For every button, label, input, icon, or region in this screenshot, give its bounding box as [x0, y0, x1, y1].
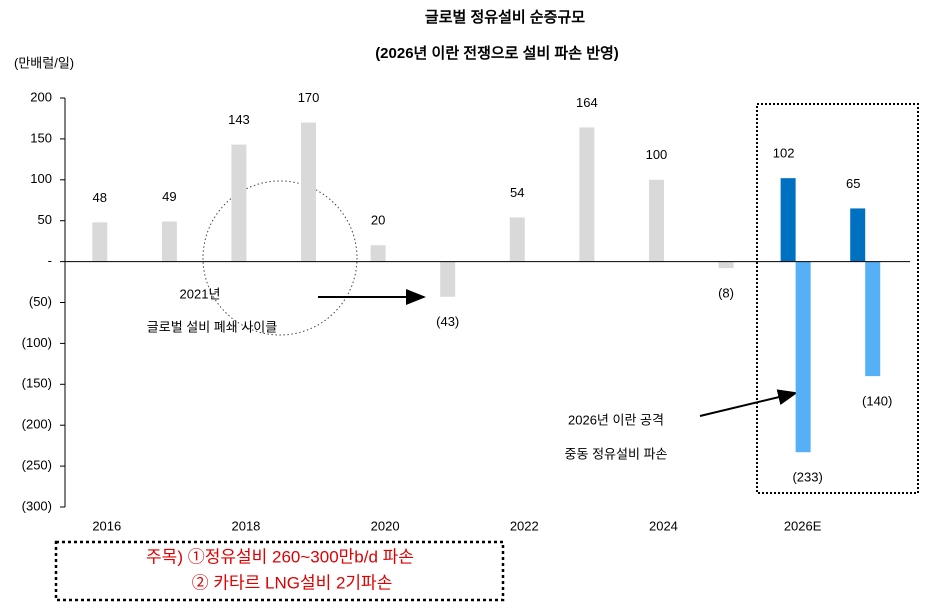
data-label: 100 [646, 147, 668, 162]
bar [370, 245, 386, 262]
note-box [54, 540, 505, 602]
bar [92, 222, 108, 262]
data-label: 164 [576, 95, 598, 110]
bar [780, 178, 796, 262]
annotation: 글로벌 설비 폐쇄 사이클 [147, 319, 277, 334]
bar [865, 261, 881, 377]
bar [850, 208, 866, 262]
bar [648, 179, 664, 262]
bar [231, 144, 247, 262]
y-tick-label: 100 [30, 171, 52, 186]
data-label: 48 [93, 190, 107, 205]
y-tick-label: (150) [22, 376, 52, 391]
highlight-box [756, 103, 919, 494]
bar [509, 217, 525, 262]
data-label: (8) [718, 286, 734, 301]
y-tick-label: 150 [30, 130, 52, 145]
y-tick-label: 50 [38, 212, 52, 227]
data-label: 143 [228, 112, 250, 127]
data-label: 170 [298, 90, 320, 105]
x-tick-label: 2026E [784, 518, 822, 533]
x-tick-label: 2024 [649, 518, 678, 533]
bar [579, 127, 595, 262]
bar [440, 261, 456, 297]
x-tick-label: 2022 [510, 518, 539, 533]
note: ② 카타르 LNG설비 2기파손 [192, 573, 393, 592]
annotation: 중동 정유설비 파손 [565, 446, 668, 461]
data-label: 54 [510, 185, 524, 200]
note: 주목) ①정유설비 260~300만b/d 파손 [146, 547, 414, 566]
bar [718, 261, 734, 269]
data-label: (43) [436, 314, 459, 329]
y-tick-label: (200) [22, 417, 52, 432]
y-tick-label: (250) [22, 458, 52, 473]
data-label: 65 [846, 176, 860, 191]
y-axis-label: (만배럴/일) [14, 55, 74, 70]
y-tick-label: - [48, 253, 52, 268]
y-tick-label: (50) [29, 294, 52, 309]
y-tick-label: (100) [22, 335, 52, 350]
arrow [699, 389, 798, 417]
x-tick-label: 2018 [231, 518, 260, 533]
annotation: 2021년 [180, 286, 221, 301]
chart-title: 글로벌 정유설비 순증규모 [425, 8, 585, 26]
data-label: (233) [792, 470, 822, 485]
bar [161, 221, 177, 262]
highlight-circle [202, 180, 358, 336]
y-tick-label: (300) [22, 498, 52, 513]
data-label: (140) [862, 394, 892, 409]
bar [795, 261, 811, 453]
data-label: 49 [162, 189, 176, 204]
y-tick-label: 200 [30, 89, 52, 104]
data-label: 102 [773, 146, 795, 161]
annotation: 2026년 이란 공격 [568, 412, 664, 427]
bar [301, 122, 317, 262]
x-tick-label: 2016 [92, 518, 121, 533]
x-tick-label: 2020 [371, 518, 400, 533]
chart-subtitle: (2026년 이란 전쟁으로 설비 파손 반영) [375, 44, 619, 62]
data-label: 20 [371, 213, 385, 228]
